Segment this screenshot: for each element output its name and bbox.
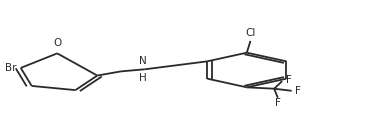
- Text: F: F: [295, 86, 301, 96]
- Text: F: F: [275, 98, 281, 108]
- Text: F: F: [286, 75, 292, 85]
- Text: H: H: [139, 73, 147, 83]
- Text: O: O: [53, 38, 61, 48]
- Text: Br: Br: [5, 63, 16, 73]
- Text: Cl: Cl: [245, 28, 255, 38]
- Text: N: N: [139, 56, 147, 66]
